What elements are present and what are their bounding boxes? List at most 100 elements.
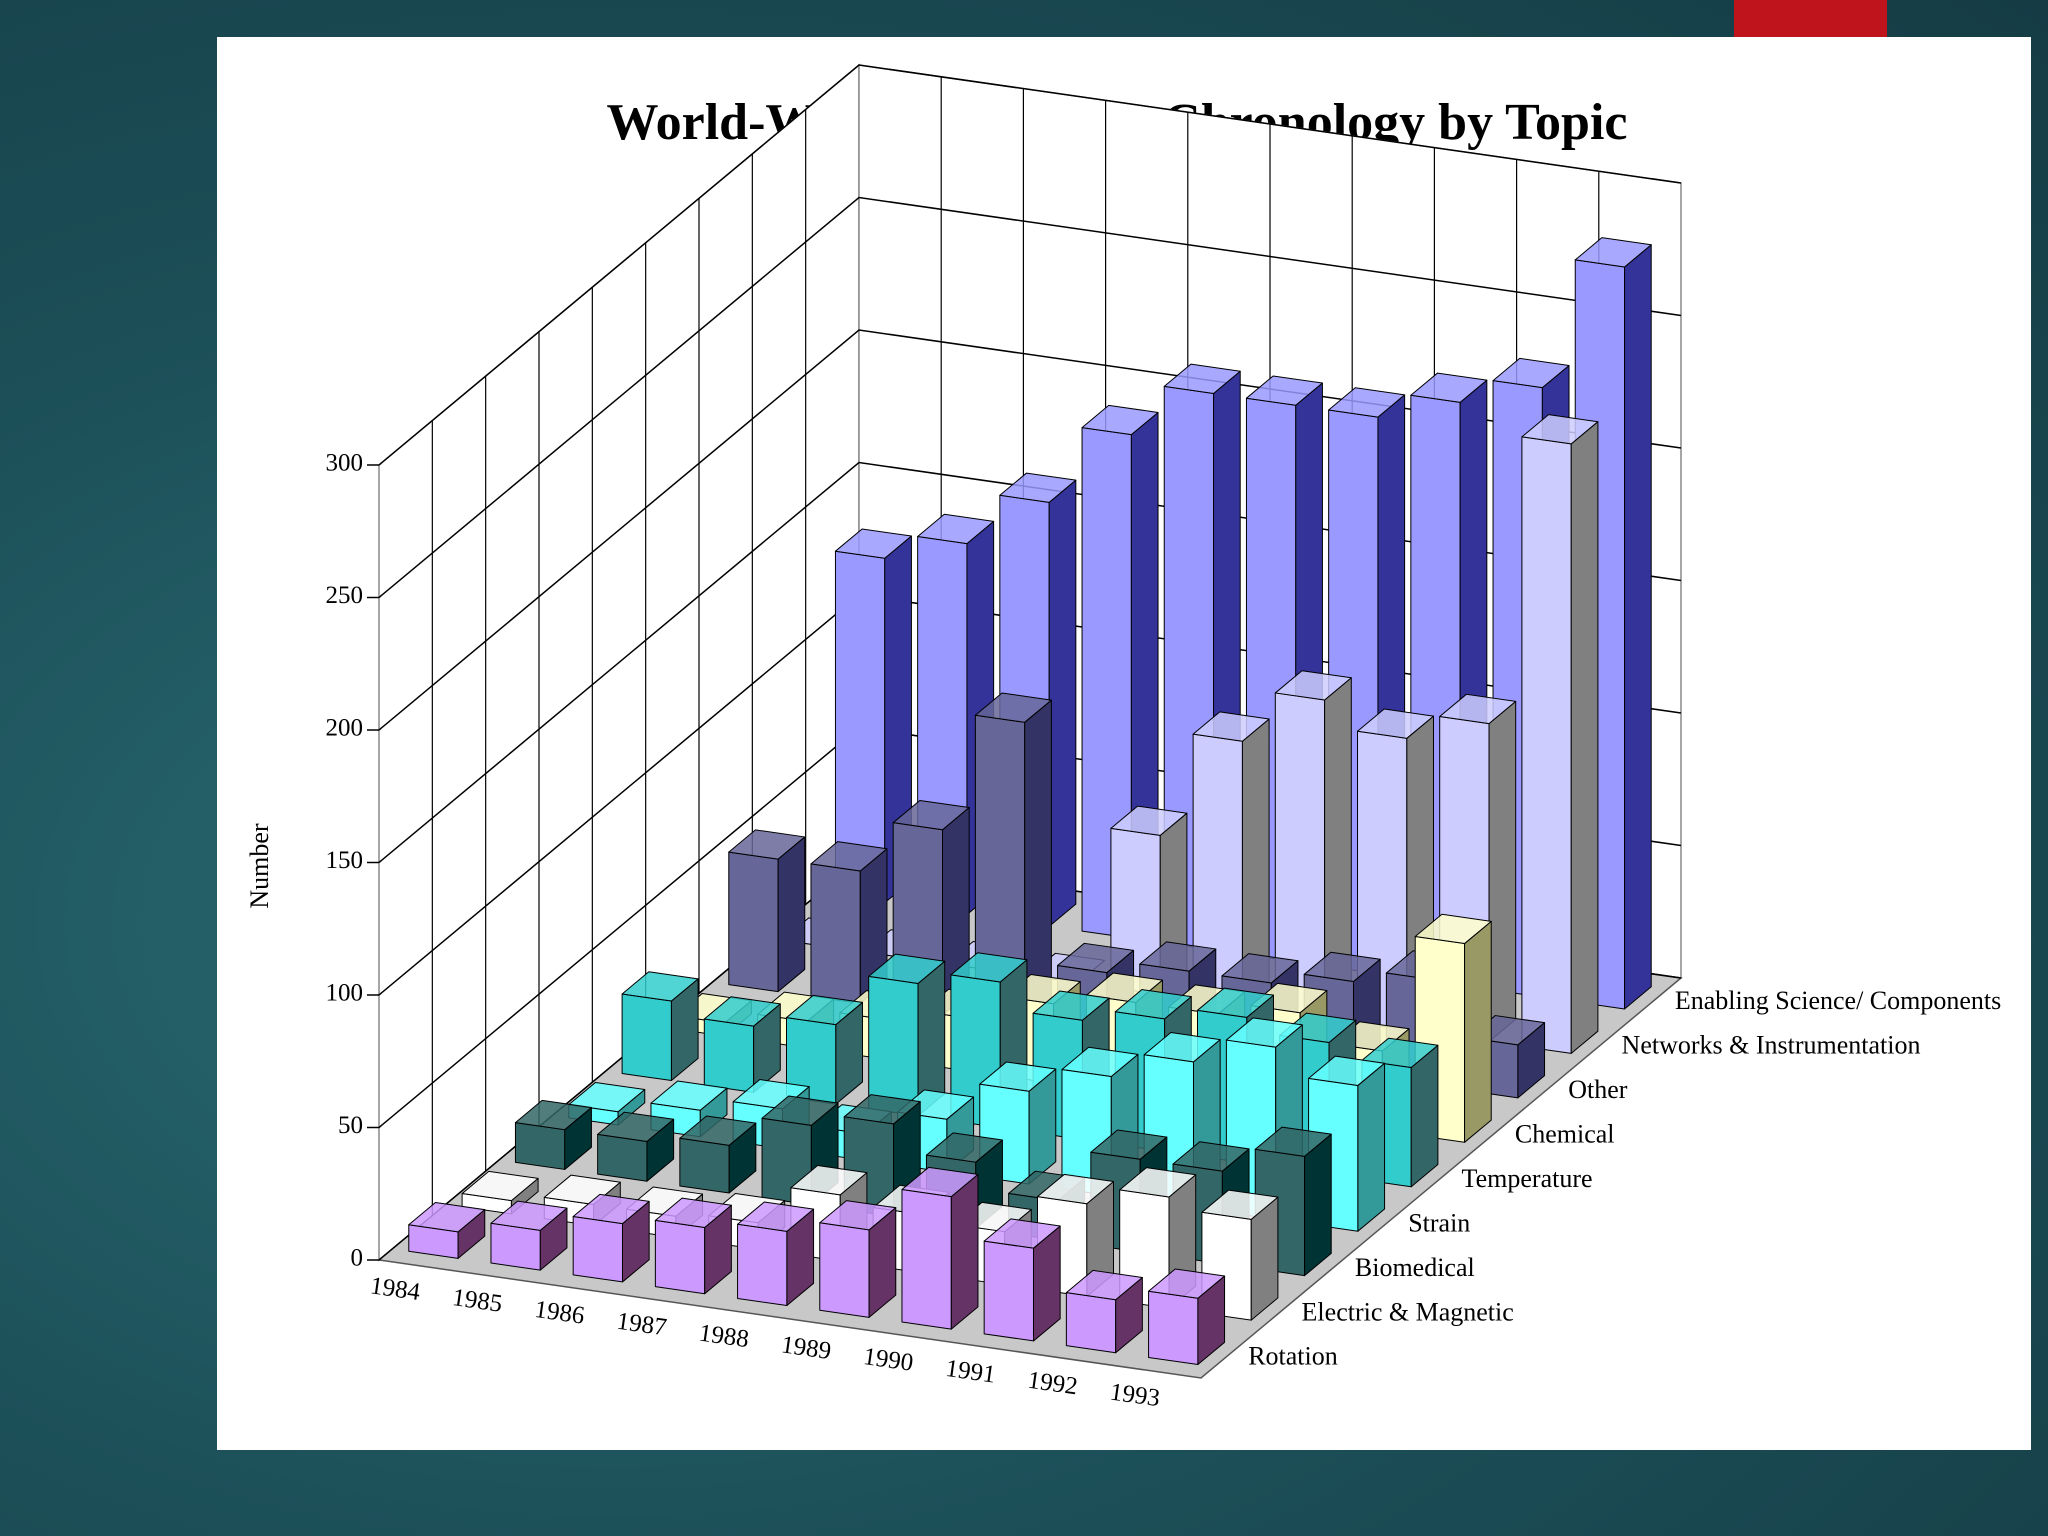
bar [514,1099,592,1170]
grid-line [378,64,1682,466]
bar-front [901,1189,952,1330]
bar-top [1439,693,1517,725]
bar [1274,670,1352,1019]
bar-top [790,1165,868,1196]
y-tick-label: 300 [326,450,364,477]
bar-top [514,1099,592,1131]
y-tick-label: 50 [338,1112,363,1139]
bar-top [979,1061,1057,1092]
grid-line [378,196,1682,599]
bar-side [777,836,806,993]
bar-top [1037,1173,1114,1205]
bar [703,996,781,1093]
bar-top [408,1202,486,1233]
bar-top [843,1094,921,1125]
bar-top [974,692,1052,723]
bar-top [1065,1269,1143,1301]
series-label: Electric & Magnetic [1302,1297,1514,1326]
bar [1148,1268,1226,1366]
bar-top [1357,708,1434,739]
bar-front [1065,1292,1117,1354]
x-tick-label: 1986 [533,1296,586,1330]
bar-top [1574,237,1652,268]
x-tick-label: 1992 [1026,1367,1079,1401]
bar-top [810,841,888,872]
bar-side [1410,1044,1439,1188]
series-label: Chemical [1515,1119,1615,1148]
bar-top [737,1201,815,1232]
bar-top [1254,1126,1332,1157]
bar-side [1570,421,1599,1054]
bar-top [1192,711,1270,742]
bar-top [1303,951,1381,983]
series-label: Other [1568,1075,1628,1104]
bar-top [679,1115,757,1146]
bar [834,528,912,904]
bar-top [1410,372,1488,403]
bar-top [925,1132,1003,1163]
y-tick-label: 250 [326,582,364,609]
bar-front [514,1122,566,1170]
bar-top [1090,1129,1168,1160]
x-tick-label: 1993 [1108,1379,1161,1413]
bar-top [1057,942,1135,974]
y-tick-label: 0 [351,1245,364,1272]
bar-top [917,513,995,545]
bar [892,799,970,1016]
bar-top [650,1080,728,1111]
bar-top [1361,1037,1439,1069]
bar-top [1032,990,1110,1021]
bar-top [1061,1046,1139,1078]
bar-top [1245,375,1323,406]
bar-front [819,1222,870,1318]
bar-side [1048,479,1077,927]
bar-top [950,952,1028,983]
bar-top [1328,387,1406,418]
bar-top [901,1166,979,1198]
bar-side [1304,1133,1332,1277]
x-tick-label: 1989 [779,1331,832,1365]
bar [1065,1269,1143,1354]
bar [572,1193,650,1283]
bar-top [1119,1167,1197,1198]
bar-top [834,528,912,559]
bar-top [892,799,970,831]
bar-top [819,1200,897,1231]
bar-top [761,1095,839,1126]
x-tick-label: 1985 [451,1284,504,1318]
bar [901,1166,979,1330]
bar-front [572,1216,623,1283]
bar-front [621,993,672,1082]
bar-front [1521,436,1572,1054]
bar-top [1081,404,1159,436]
bar [621,971,699,1082]
bar-top [568,1081,646,1113]
x-tick-label: 1987 [615,1308,668,1342]
bar-top [1148,1268,1226,1299]
bar [1037,1173,1114,1297]
bar-top [1274,670,1352,701]
y-axis-label: Number [245,823,274,909]
slide-accent [1734,0,1887,37]
bar-top [621,971,699,1002]
bar-side [1488,700,1517,1043]
x-tick-label: 1991 [944,1355,997,1389]
bar-side [1464,920,1492,1143]
series-label: Networks & Instrumentation [1622,1031,1921,1060]
series-label: Rotation [1248,1342,1338,1371]
grid-line [378,329,1682,731]
bar-top [654,1197,732,1228]
x-tick-label: 1984 [368,1272,422,1306]
bar-front [810,863,861,1004]
bar-top [1172,1141,1250,1172]
bar [490,1200,568,1271]
bar-top [868,953,946,984]
bar-top [1114,989,1192,1020]
bar [983,1218,1061,1342]
bar-top [1143,1032,1221,1063]
x-tick-label: 1988 [697,1320,750,1354]
y-tick-label: 150 [326,847,364,874]
bar [819,1200,897,1318]
bar-front [728,851,779,993]
